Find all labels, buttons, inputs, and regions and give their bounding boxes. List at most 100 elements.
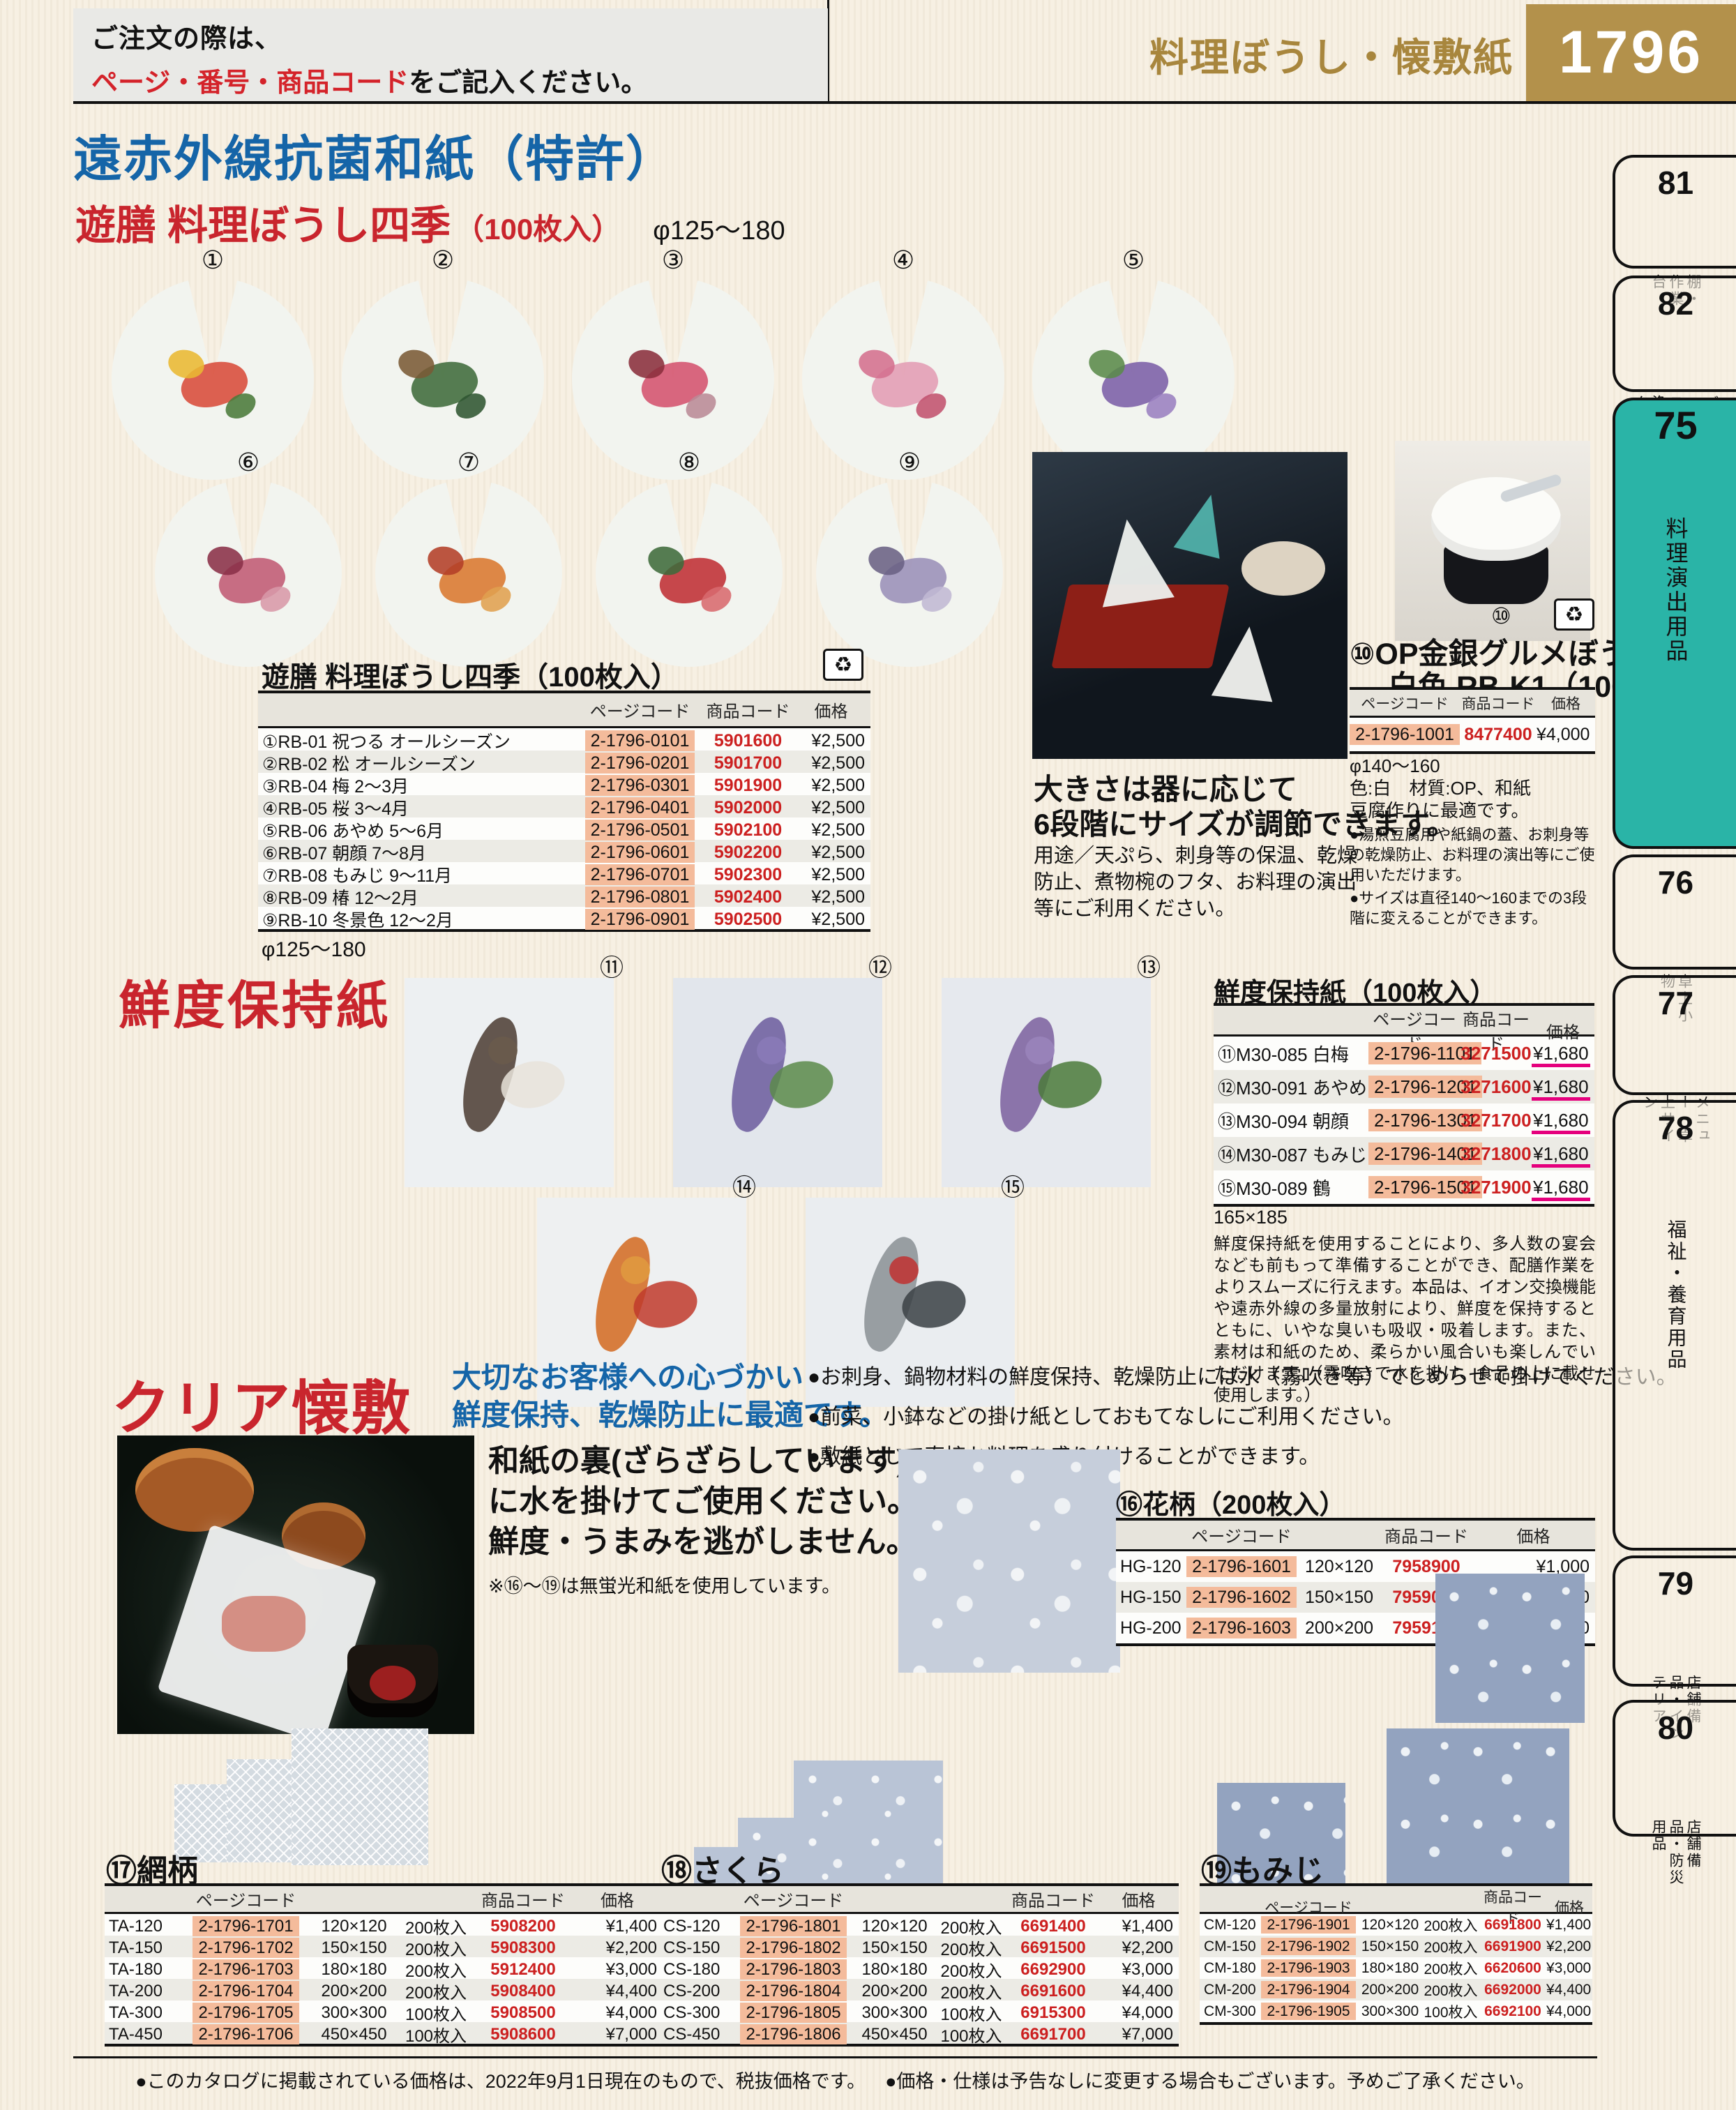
model: TA-200 [109,1981,163,2000]
washi-disc [816,480,1003,667]
page-code: 2-1796-1301 [1368,1108,1483,1131]
page-code: 2-1796-1603 [1186,1617,1297,1638]
product-name: ⑦RB-08 もみじ 9～11月 [262,866,453,886]
sidebar-tab[interactable]: 75 料理演出用品 [1613,398,1736,849]
op-bullet-notes: ●湯煎豆腐用や紙鍋の蓋、お刺身等の乾燥防止、お料理の演出等にご使用いただけます。… [1350,824,1597,931]
paper-hat-row2: ⑥ ⑦ ⑧ [155,448,1003,667]
item-code: 5912400 [490,1959,556,1979]
model: CM-200 [1204,1981,1256,1998]
table-row: ⑫M30-091 あやめ 2-1796-1201 3271600 ¥1,680 [1214,1070,1594,1103]
washi-disc [155,480,342,667]
sheet-size: 150×150 [861,1938,928,1957]
page-code: 2-1796-1702 [181,1937,310,1958]
page-code: 2-1796-1101 [1368,1041,1481,1064]
page-code: 2-1796-1801 [732,1915,854,1936]
price: ¥1,400 [605,1916,657,1936]
ink-motif [757,1037,786,1064]
item-number: ⑭ [732,1175,756,1201]
table-row: ⑮M30-089 鶴 2-1796-1501 3271900 ¥1,680 [1214,1170,1594,1204]
model: CS-450 [663,2024,720,2044]
table-row: CS-180 2-1796-1803 180×180 200枚入 6692900… [659,1957,1179,1981]
item-code: 5902400 [714,887,783,907]
table-row: CM-300 2-1796-1905 300×300 100枚入 6692100… [1200,2000,1592,2022]
paper-hat-sample: ⑥ [155,448,342,667]
product-name: ⑪M30-085 白梅 [1218,1043,1349,1065]
col-page-code: ページコード [1265,1900,1352,1916]
table-row: ⑦RB-08 もみじ 9～11月 2-1796-0701 5902300 ¥2,… [258,862,870,886]
price: ¥2,500 [811,775,865,795]
item-number: ⑤ [1122,246,1145,274]
item-code: 8477400 [1464,724,1532,744]
model: HG-120 [1120,1556,1182,1576]
op-spec-diameter: φ140～160 [1350,755,1440,776]
model: CS-150 [663,1938,720,1957]
product-name: ④RB-05 桜 3～4月 [262,799,409,819]
sheet-size: 120×120 [861,1916,928,1936]
model: TA-150 [109,1938,163,1957]
col-item-code: 商品コード [1484,1890,1542,1927]
clear-blue-line1: 大切なお客様への心づかい [452,1361,804,1394]
sidebar-tab[interactable]: 78 福祉・養育用品 [1613,1100,1736,1551]
pack-qty: 200枚入 [405,1962,467,1981]
paper-hat-sample: ④ [802,246,1004,480]
bowl [1241,541,1325,596]
page-code: 2-1796-0401 [575,797,704,818]
price: ¥2,200 [1546,1938,1592,1954]
paper-hat-sample: ⑧ [596,448,783,667]
col-page-code: ページコード [1361,695,1449,712]
product-name: ③RB-04 梅 2～3月 [262,777,409,797]
page-code: 2-1796-1704 [181,1980,310,2001]
sidebar-tab[interactable]: 77 メニュー・卓上サイン [1613,975,1736,1145]
model: CS-200 [663,1981,720,2000]
op-spec-material: 色:白 材質:OP、和紙 [1350,778,1532,799]
product-name: ⑮M30-089 鶴 [1218,1177,1331,1199]
col-item-code: 商品コード [1461,695,1535,712]
table-row: TA-180 2-1796-1703 180×180 200枚入 5912400… [105,1957,663,1981]
sidebar-tab[interactable]: 76 卓上小物 [1613,854,1736,1024]
hanagara-table-title: ⑯花柄（200枚入） [1116,1491,1346,1520]
tab-number: 79 [1657,1565,1694,1602]
tab-number: 77 [1657,985,1694,1021]
col-price: 価格 [601,1892,634,1911]
tab-label: 福祉・養育用品 [1665,1219,1687,1371]
pack-qty: 200枚入 [1424,1982,1478,1999]
price: ¥2,200 [605,1938,657,1957]
pack-qty: 100枚入 [1424,2004,1478,2021]
page-code: 2-1796-1706 [181,2024,310,2044]
clear-usage-copy: 和紙の裏(ざらざらしています) に水を掛けてご使用ください。 鮮度・うまみを逃が… [488,1441,918,1562]
eco-mark-icon: ♻ [1554,598,1594,631]
price: ¥2,500 [811,864,865,884]
sidebar-tab[interactable]: 79 店舗備品・インテリア [1613,1555,1736,1742]
page-code: 2-1796-1804 [732,1980,854,2001]
main-title: 遠赤外線抗菌和紙（特許） [73,132,676,186]
page-code: 2-1796-1001 [1350,723,1460,745]
sheet-size: 150×150 [321,1938,387,1957]
table-row: ③RB-04 梅 2～3月 2-1796-0301 5901900 ¥2,500 [258,773,870,797]
model: TA-120 [109,1916,163,1936]
sidebar-tab[interactable]: 82 バスボックス・洗浄ラック [1613,276,1736,445]
pack-qty: 200枚入 [405,1919,467,1938]
sidebar-tab[interactable]: 81 棚・作業台 [1613,155,1736,308]
item-code: 5908300 [490,1938,556,1957]
item-number: ⑩ [1491,603,1511,628]
item-code: 5902000 [714,797,783,817]
paper-hat-row1: ① ② ③ [112,246,1235,480]
item-code: 5908400 [490,1981,556,2000]
page-code: 2-1796-1703 [181,1959,310,1980]
col-price: 価格 [1122,1892,1156,1911]
page-code: 2-1796-0501 [575,819,704,841]
header-divider [827,0,829,103]
pack-size: （100枚入） [455,213,621,246]
sheet-size: 450×450 [321,2024,387,2044]
series-subtitle: 遊膳 料理ぼうし四季 （100枚入） φ125～180 [75,193,785,251]
item-number: ⑫ [868,955,892,981]
order-note-line2: ページ・番号・商品コードをご記入ください。 [91,61,810,99]
amigara-table-title: ⑰網柄 [106,1854,198,1888]
table-row: ④RB-05 桜 3～4月 2-1796-0401 5902000 ¥2,500 [258,795,870,819]
page-code: 2-1796-1803 [732,1959,854,1980]
sidebar-tab[interactable]: 80 店舗備品・防災用品 [1613,1700,1736,1886]
sheet-size: 120×120 [1361,1916,1419,1933]
sheet-size: 120×120 [321,1916,387,1936]
page-code: 2-1796-1401 [1368,1142,1483,1165]
table-row: ⑤RB-06 あやめ 5～6月 2-1796-0501 5902100 ¥2,5… [258,817,870,841]
